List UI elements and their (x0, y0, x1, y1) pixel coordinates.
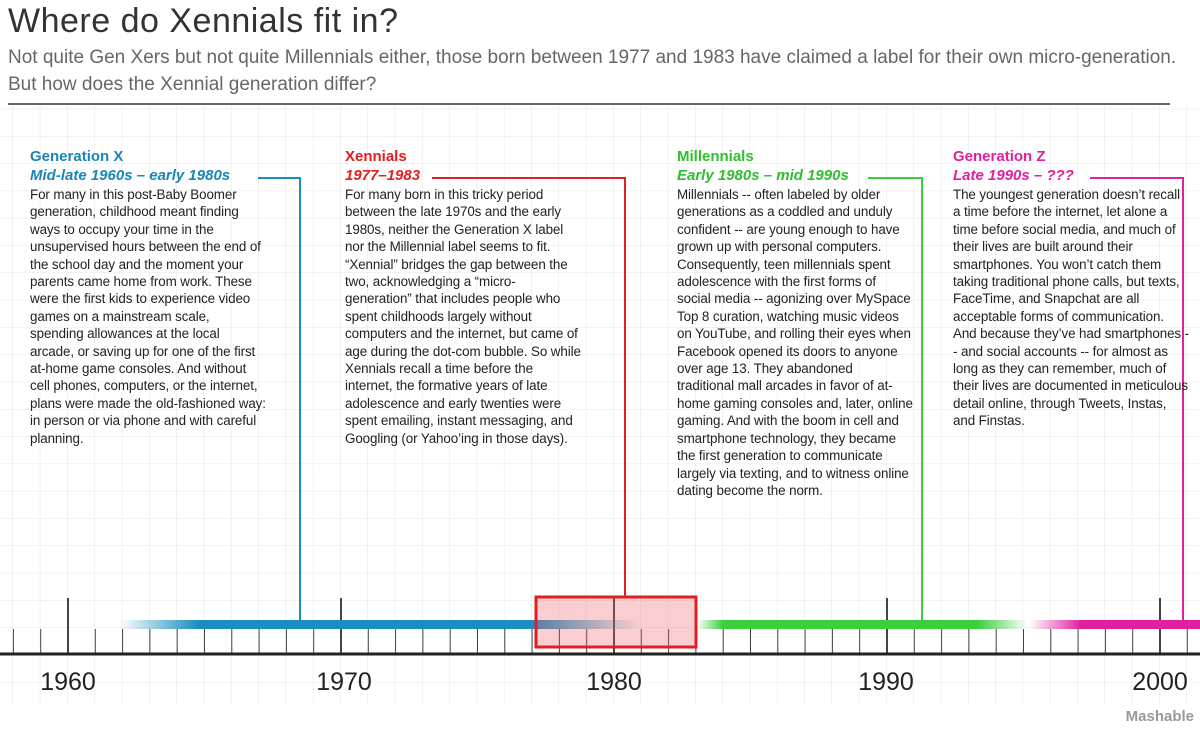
year-label: 1970 (316, 668, 372, 696)
generation-text: Millennials -- often labeled by older ge… (677, 187, 913, 498)
generation-text: For many in this post-Baby Boomer genera… (30, 187, 266, 446)
generation-span: Mid-late 1960s – early 1980s (30, 167, 231, 184)
xennial-box (534, 595, 698, 649)
genx-bar (120, 620, 640, 629)
year-label: 1990 (858, 668, 914, 696)
subtitle: Not quite Gen Xers but not quite Millenn… (8, 47, 1177, 95)
generation-text: The youngest generation doesn’t recall a… (953, 187, 1189, 429)
xennial-connector (432, 177, 626, 597)
generation-name: Generation Z (953, 148, 1046, 165)
generation-column: Millennials Early 1980s – mid 1990s Millen… (677, 148, 913, 499)
generation-name: Xennials (345, 148, 407, 165)
title: Where do Xennials fit in? (8, 2, 399, 40)
generation-name: Generation X (30, 148, 124, 165)
generation-text: For many born in this tricky period betw… (345, 187, 581, 446)
generation-span: 1977–1983 (345, 167, 421, 184)
generation-name: Millennials (677, 148, 754, 165)
brand: Mashable (1125, 708, 1194, 725)
generation-span: Early 1980s – mid 1990s (677, 167, 849, 184)
millennial-connector (868, 177, 923, 624)
generation-column: Generation Z Late 1990s – ??? The youngest… (953, 148, 1189, 430)
genx-connector (258, 177, 301, 624)
genz-connector (1090, 177, 1184, 624)
grid-background (0, 105, 1200, 705)
year-label: 2000 (1132, 668, 1188, 696)
year-label: 1960 (40, 668, 96, 696)
generation-column: Xennials 1977–1983 For many born in this t… (345, 148, 581, 447)
year-label: 1980 (586, 668, 642, 696)
genz-bar (1030, 620, 1200, 629)
millennial-bar (697, 620, 1027, 629)
generation-span: Late 1990s – ??? (953, 167, 1074, 184)
ticks (12, 598, 1188, 653)
generation-column: Generation X Mid-late 1960s – early 1980s… (30, 148, 266, 447)
